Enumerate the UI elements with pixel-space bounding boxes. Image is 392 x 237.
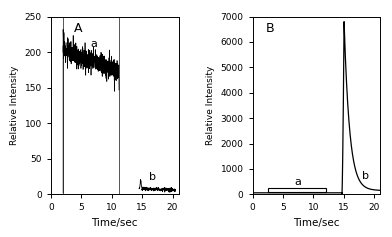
X-axis label: Time/sec: Time/sec [91,218,138,228]
Y-axis label: Relative Intensity: Relative Intensity [10,66,19,145]
Text: a: a [91,39,97,49]
Text: B: B [265,22,274,35]
Text: b: b [362,171,369,181]
Bar [268,188,325,192]
X-axis label: Time/sec: Time/sec [293,218,340,228]
Text: a: a [294,177,301,187]
Y-axis label: Relative Intensity: Relative Intensity [206,66,215,145]
Text: b: b [149,172,156,182]
Text: A: A [74,22,82,35]
